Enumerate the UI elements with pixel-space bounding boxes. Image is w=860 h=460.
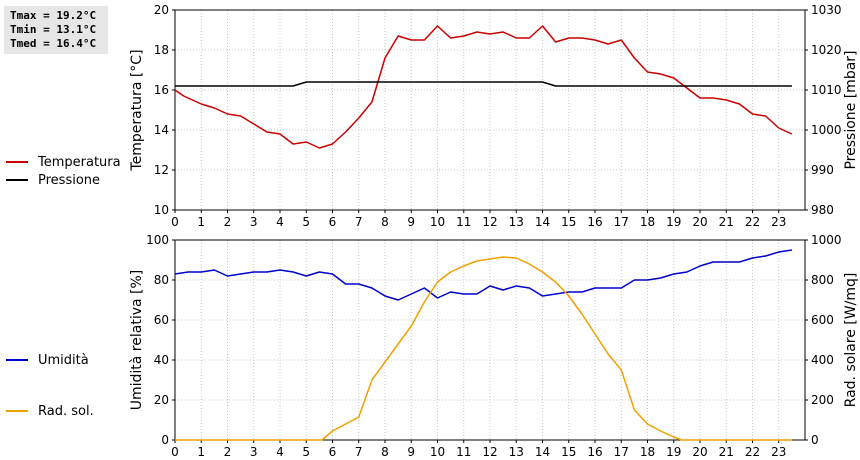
series-line-rad-sol- [175,256,792,441]
x-tick-label: 21 [719,215,734,229]
legend-item-rad-sol: Rad. sol. [6,403,94,419]
y-tick-label-left: 20 [154,393,169,407]
x-tick-label: 19 [666,215,681,229]
x-tick-label: 5 [302,445,310,459]
x-tick-label: 11 [456,215,471,229]
x-tick-label: 14 [535,215,550,229]
x-tick-label: 6 [329,215,337,229]
stat-tmin: Tmin = 13.1°C [10,23,97,36]
x-tick-label: 5 [302,215,310,229]
legend-item-temperatura: Temperatura [6,154,121,170]
x-tick-label: 9 [407,215,415,229]
legend-item-umidita: Umidità [6,352,89,368]
x-tick-label: 23 [771,445,786,459]
x-tick-label: 19 [666,445,681,459]
y-tick-label-left: 100 [146,233,169,247]
x-tick-label: 2 [224,445,232,459]
y-tick-label-left: 40 [154,353,169,367]
legend-swatch-umidita [6,359,28,361]
x-tick-label: 7 [355,215,363,229]
x-tick-label: 8 [381,445,389,459]
x-tick-label: 15 [561,215,576,229]
chart-panel-2: 0 1 2 3 4 5 6 7 8 9 10 11 12 13 14 15 16 17 18 19 20 21 22 2302… [129,233,859,459]
x-tick-label: 8 [381,215,389,229]
stat-tmax: Tmax = 19.2°C [10,9,97,22]
x-tick-label: 15 [561,445,576,459]
chart-panel-1: 0 1 2 3 4 5 6 7 8 9 10 11 12 13 14 15 16 17 18 19 20 21 22 2310… [129,3,859,229]
x-tick-label: 10 [430,445,445,459]
legend-label-rad-sol: Rad. sol. [38,403,94,419]
x-tick-label: 13 [509,215,524,229]
y-axis-title-right: Pressione [mbar] [843,50,859,169]
x-tick-label: 3 [250,445,258,459]
y-tick-label-left: 14 [154,123,169,137]
legend-label-umidita: Umidità [38,352,89,368]
y-tick-label-left: 80 [154,273,169,287]
x-tick-label: 1 [197,445,205,459]
y-tick-label-left: 18 [154,43,169,57]
x-tick-label: 17 [614,215,629,229]
x-tick-label: 22 [745,215,760,229]
x-tick-label: 21 [719,445,734,459]
x-tick-label: 4 [276,445,284,459]
y-tick-label-left: 0 [161,433,169,447]
legend-swatch-rad-sol [6,410,28,412]
x-tick-label: 20 [692,445,707,459]
x-tick-label: 2 [224,215,232,229]
x-tick-label: 1 [197,215,205,229]
x-tick-label: 11 [456,445,471,459]
stat-tmed: Tmed = 16.4°C [10,37,97,50]
y-tick-label-right: 1010 [811,83,842,97]
x-tick-label: 18 [640,215,655,229]
y-tick-label-right: 600 [811,313,834,327]
y-tick-label-left: 60 [154,313,169,327]
x-tick-label: 9 [407,445,415,459]
y-axis-title-left: Temperatura [°C] [129,49,145,171]
x-tick-label: 16 [587,215,602,229]
y-tick-label-right: 1020 [811,43,842,57]
x-tick-label: 6 [329,445,337,459]
legend-swatch-pressione [6,179,28,181]
y-tick-label-right: 400 [811,353,834,367]
x-tick-label: 0 [171,445,179,459]
y-tick-label-left: 16 [154,83,169,97]
y-tick-label-left: 12 [154,163,169,177]
legend-label-pressione: Pressione [38,172,101,188]
y-tick-label-right: 980 [811,203,834,217]
legend-item-pressione: Pressione [6,172,100,188]
y-tick-label-left: 20 [154,3,169,17]
legend-label-temperatura: Temperatura [38,154,121,170]
y-tick-label-right: 800 [811,273,834,287]
x-tick-label: 17 [614,445,629,459]
y-tick-label-right: 200 [811,393,834,407]
x-tick-label: 0 [171,215,179,229]
y-axis-title-left: Umidità relativa [%] [129,270,145,411]
x-tick-label: 22 [745,445,760,459]
y-tick-label-right: 1000 [811,233,842,247]
y-axis-title-right: Rad. solare [W/mq] [843,273,859,408]
x-tick-label: 4 [276,215,284,229]
y-tick-label-left: 10 [154,203,169,217]
legend-swatch-temperatura [6,161,28,163]
y-tick-label-right: 1000 [811,123,842,137]
x-tick-label: 12 [482,445,497,459]
stats-box: Tmax = 19.2°C Tmin = 13.1°C Tmed = 16.4°… [4,6,108,54]
series-line-pressione [175,81,792,87]
x-tick-label: 13 [509,445,524,459]
y-tick-label-right: 0 [811,433,819,447]
series-line-umidit- [174,249,793,301]
x-tick-label: 18 [640,445,655,459]
series-line-temperatura [174,25,793,149]
x-tick-label: 20 [692,215,707,229]
x-tick-label: 7 [355,445,363,459]
x-tick-label: 16 [587,445,602,459]
y-tick-label-right: 1030 [811,3,842,17]
x-tick-label: 14 [535,445,550,459]
x-tick-label: 12 [482,215,497,229]
x-tick-label: 23 [771,215,786,229]
x-tick-label: 3 [250,215,258,229]
x-tick-label: 10 [430,215,445,229]
y-tick-label-right: 990 [811,163,834,177]
